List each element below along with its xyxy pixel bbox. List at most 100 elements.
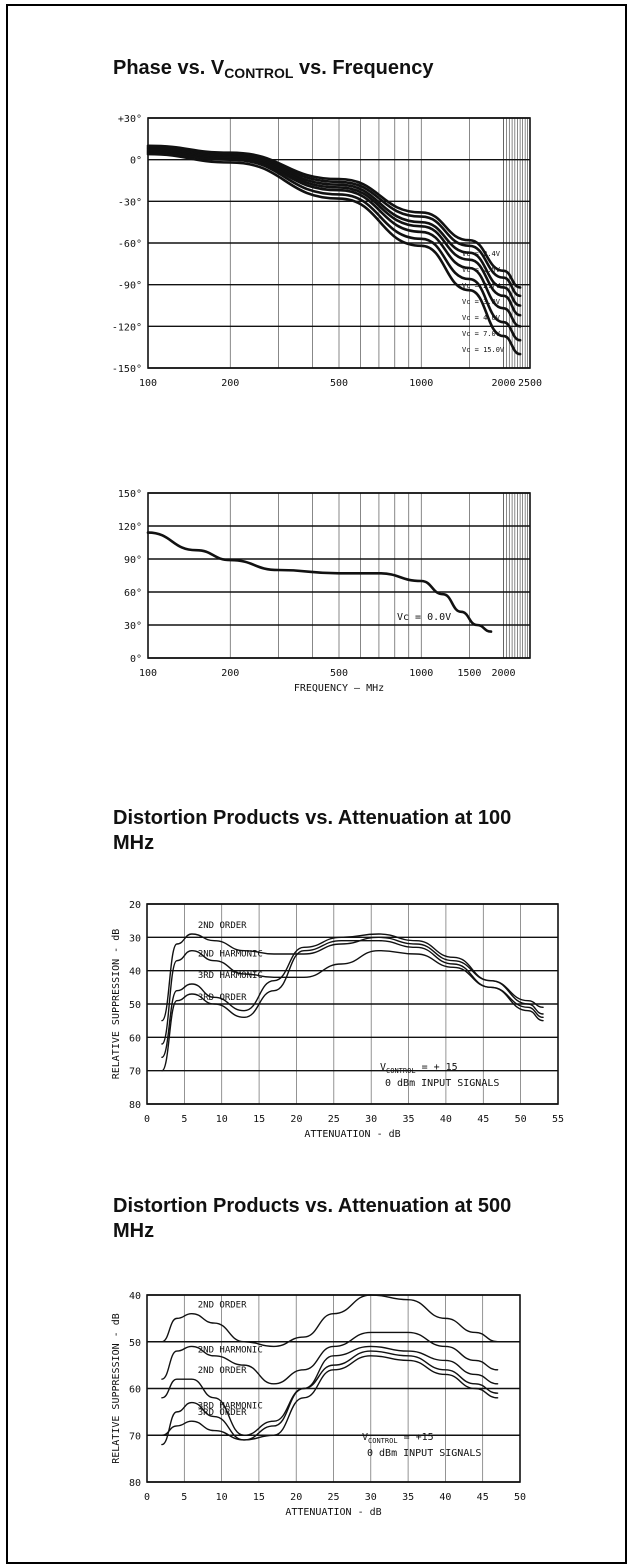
- x-tick-label: 50: [514, 1492, 526, 1503]
- x-tick-label: 1000: [409, 668, 433, 679]
- x-tick-label: 100: [139, 668, 157, 679]
- y-tick-label: 120°: [118, 522, 142, 533]
- chart-1-title: Phase vs. VCONTROL vs. Frequency: [113, 57, 434, 81]
- x-axis-label: ATTENUATION - dB: [304, 1129, 400, 1140]
- y-tick-label: 80: [129, 1100, 141, 1111]
- plot-frame: [147, 492, 531, 659]
- series-line: [146, 531, 493, 633]
- x-tick-label: 100: [139, 378, 157, 389]
- x-tick-label: 1000: [409, 378, 433, 389]
- series-line: [146, 147, 522, 307]
- chart-1: +30° 0° -30° -60° -90° -120° -150° 100 200 500 100…: [112, 114, 542, 389]
- x-tick-label: 25: [328, 1114, 340, 1125]
- x-axis-label: FREQUENCY – MHz: [294, 683, 384, 694]
- y-tick-label: 40: [129, 1291, 141, 1302]
- x-tick-label: 15: [253, 1492, 265, 1503]
- y-tick-label: 60°: [124, 588, 142, 599]
- y-tick-label: 70: [129, 1067, 141, 1078]
- x-tick-label: 200: [221, 378, 239, 389]
- series-line: [161, 933, 544, 1059]
- y-tick-label: 40: [129, 967, 141, 978]
- series-label: Vc = 4.0V: [462, 314, 501, 322]
- x-tick-label: 45: [477, 1114, 489, 1125]
- y-tick-label: 0°: [130, 654, 142, 665]
- y-tick-label: -120°: [112, 322, 142, 333]
- x-tick-label: 20: [290, 1492, 302, 1503]
- x-tick-label: 20: [290, 1114, 302, 1125]
- y-tick-label: 0°: [130, 156, 142, 167]
- x-tick-label: 25: [327, 1492, 339, 1503]
- chart-3-title: Distortion Products vs. Attenuation at 1…: [113, 807, 512, 854]
- y-tick-label: 90°: [124, 555, 142, 566]
- y-tick-label: -150°: [112, 364, 142, 375]
- chart-4: 40 50 60 70 800 5 10 15 20 25 30 35 40 45 50 ATTENUATIO…: [111, 1291, 526, 1518]
- x-tick-label: 2500: [518, 378, 542, 389]
- series-label: 2ND HARMONIC: [198, 950, 263, 960]
- series-label: 2ND ORDER: [198, 1301, 247, 1311]
- series-label: 2ND ORDER: [198, 1366, 247, 1376]
- chart-4-title: Distortion Products vs. Attenuation at 5…: [113, 1195, 512, 1242]
- x-tick-label: 500: [330, 668, 348, 679]
- y-tick-label: 150°: [118, 489, 142, 500]
- series-line: [161, 1345, 499, 1436]
- series-label: Vc = 15.0V: [462, 346, 505, 354]
- series-line: [146, 145, 522, 298]
- series-line: [161, 939, 544, 1072]
- x-tick-label: 5: [181, 1492, 187, 1503]
- series-line: [146, 151, 522, 342]
- x-tick-label: 35: [402, 1492, 414, 1503]
- x-tick-label: 30: [365, 1114, 377, 1125]
- y-tick-label: 20: [129, 900, 141, 911]
- x-tick-label: 30: [365, 1492, 377, 1503]
- y-tick-label: 50: [129, 1000, 141, 1011]
- series-line: [161, 1355, 499, 1441]
- chart-2: 150° 120° 90° 60° 30° 0° 100 200 500 1000 1500 2000…: [118, 489, 531, 694]
- series-line: [146, 150, 522, 328]
- chart-3: 20 30 40 50 60 70 800 5 10 15 20 25 30 35 40 45 50 55 ATTE…: [111, 900, 564, 1140]
- series-line: [146, 144, 522, 289]
- series-label: 3RD ORDER: [198, 1408, 247, 1418]
- series-label: 2ND HARMONIC: [198, 1345, 263, 1355]
- series-label: Vc = 2.7V: [462, 282, 501, 290]
- y-tick-label: 70: [129, 1431, 141, 1442]
- x-axis-label: ATTENUATION - dB: [285, 1507, 381, 1518]
- y-axis-label: RELATIVE SUPPRESSION - dB: [111, 1313, 122, 1464]
- plot-frame: [147, 117, 531, 369]
- x-tick-label: 2000: [491, 668, 515, 679]
- x-tick-label: 0: [144, 1492, 150, 1503]
- y-tick-label: -30°: [118, 197, 142, 208]
- series-line: [161, 1350, 499, 1446]
- x-tick-label: 45: [477, 1492, 489, 1503]
- x-tick-label: 5: [181, 1114, 187, 1125]
- x-tick-label: 35: [403, 1114, 415, 1125]
- x-tick-label: 2000: [491, 378, 515, 389]
- series-label: 3RD ORDER: [198, 993, 247, 1003]
- series-line: [146, 148, 522, 317]
- control-annotation: VCONTROL = +15: [362, 1432, 434, 1445]
- y-axis-label: RELATIVE SUPPRESSION - dB: [111, 929, 122, 1080]
- x-tick-label: 10: [216, 1114, 228, 1125]
- y-tick-label: 30: [129, 933, 141, 944]
- y-tick-label: 50: [129, 1338, 141, 1349]
- series-label: Vc = 7.0V: [462, 330, 501, 338]
- datasheet-page: [6, 4, 627, 1564]
- series-label: 3RD HARMONIC: [198, 1402, 263, 1412]
- y-tick-label: 30°: [124, 621, 142, 632]
- x-tick-label: 50: [515, 1114, 527, 1125]
- x-tick-label: 55: [552, 1114, 564, 1125]
- series-label: 3RD HARMONIC: [198, 971, 263, 981]
- y-tick-label: -90°: [118, 281, 142, 292]
- series-label: Vc = 0.0V: [397, 612, 451, 623]
- x-tick-label: 40: [440, 1114, 452, 1125]
- y-tick-label: 80: [129, 1478, 141, 1489]
- input-signal-annotation: 0 dBm INPUT SIGNALS: [367, 1448, 481, 1459]
- series-label: 2ND ORDER: [198, 921, 247, 931]
- x-tick-label: 0: [144, 1114, 150, 1125]
- x-tick-label: 15: [253, 1114, 265, 1125]
- y-tick-label: +30°: [118, 114, 142, 125]
- x-tick-label: 1500: [457, 668, 481, 679]
- x-tick-label: 500: [330, 378, 348, 389]
- series-line: [161, 1294, 499, 1348]
- control-annotation: VCONTROL = + 15: [380, 1062, 458, 1075]
- y-tick-label: -60°: [118, 239, 142, 250]
